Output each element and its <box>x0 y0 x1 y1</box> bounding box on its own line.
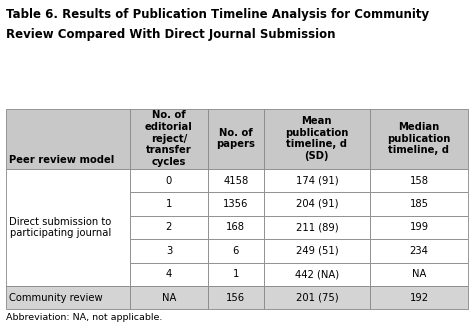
Text: 3: 3 <box>166 246 172 256</box>
Bar <box>264 192 370 216</box>
Bar <box>208 109 264 169</box>
Bar <box>130 286 208 309</box>
Bar <box>370 262 468 286</box>
Text: 2: 2 <box>166 222 172 232</box>
Bar <box>6 169 130 286</box>
Bar <box>208 262 264 286</box>
Text: 156: 156 <box>226 293 246 303</box>
Bar <box>208 286 264 309</box>
Text: 4158: 4158 <box>223 176 248 186</box>
Text: NA: NA <box>412 269 426 279</box>
Text: 1356: 1356 <box>223 199 248 209</box>
Text: 234: 234 <box>410 246 428 256</box>
Text: 4: 4 <box>166 269 172 279</box>
Text: 158: 158 <box>410 176 428 186</box>
Bar <box>6 109 130 169</box>
Text: Median
publication
timeline, d: Median publication timeline, d <box>387 122 451 155</box>
Text: 204 (91): 204 (91) <box>296 199 338 209</box>
Text: 211 (89): 211 (89) <box>295 222 338 232</box>
Bar <box>370 239 468 262</box>
Text: 168: 168 <box>226 222 246 232</box>
Text: 6: 6 <box>233 246 239 256</box>
Bar <box>370 286 468 309</box>
Text: 201 (75): 201 (75) <box>295 293 338 303</box>
Text: Abbreviation: NA, not applicable.: Abbreviation: NA, not applicable. <box>6 313 162 322</box>
Text: Review Compared With Direct Journal Submission: Review Compared With Direct Journal Subm… <box>6 28 335 40</box>
Bar <box>208 216 264 239</box>
Bar <box>264 109 370 169</box>
Text: 249 (51): 249 (51) <box>295 246 338 256</box>
Text: Mean
publication
timeline, d
(SD): Mean publication timeline, d (SD) <box>285 116 348 161</box>
Bar <box>370 192 468 216</box>
Bar <box>264 169 370 192</box>
Bar <box>130 169 208 192</box>
Text: Direct submission to
participating journal: Direct submission to participating journ… <box>9 216 112 238</box>
Text: Peer review model: Peer review model <box>9 155 115 165</box>
Bar <box>208 192 264 216</box>
Text: Community review: Community review <box>9 293 103 303</box>
Bar <box>264 239 370 262</box>
Bar <box>208 239 264 262</box>
Bar <box>130 192 208 216</box>
Text: NA: NA <box>162 293 176 303</box>
Bar <box>130 109 208 169</box>
Text: No. of
papers: No. of papers <box>217 128 255 149</box>
Text: 174 (91): 174 (91) <box>295 176 338 186</box>
Text: 192: 192 <box>410 293 428 303</box>
Text: No. of
editorial
reject/
transfer
cycles: No. of editorial reject/ transfer cycles <box>145 110 193 167</box>
Bar <box>370 109 468 169</box>
Bar <box>370 169 468 192</box>
Bar <box>264 262 370 286</box>
Bar <box>264 286 370 309</box>
Text: 442 (NA): 442 (NA) <box>295 269 339 279</box>
Bar <box>264 216 370 239</box>
Bar <box>130 239 208 262</box>
Text: 199: 199 <box>410 222 428 232</box>
Bar <box>130 216 208 239</box>
Text: 0: 0 <box>166 176 172 186</box>
Text: 1: 1 <box>166 199 172 209</box>
Text: Table 6. Results of Publication Timeline Analysis for Community: Table 6. Results of Publication Timeline… <box>6 8 429 21</box>
Bar <box>130 262 208 286</box>
Bar <box>370 216 468 239</box>
Bar <box>6 286 130 309</box>
Bar <box>208 169 264 192</box>
Text: 1: 1 <box>233 269 239 279</box>
Text: 185: 185 <box>410 199 428 209</box>
